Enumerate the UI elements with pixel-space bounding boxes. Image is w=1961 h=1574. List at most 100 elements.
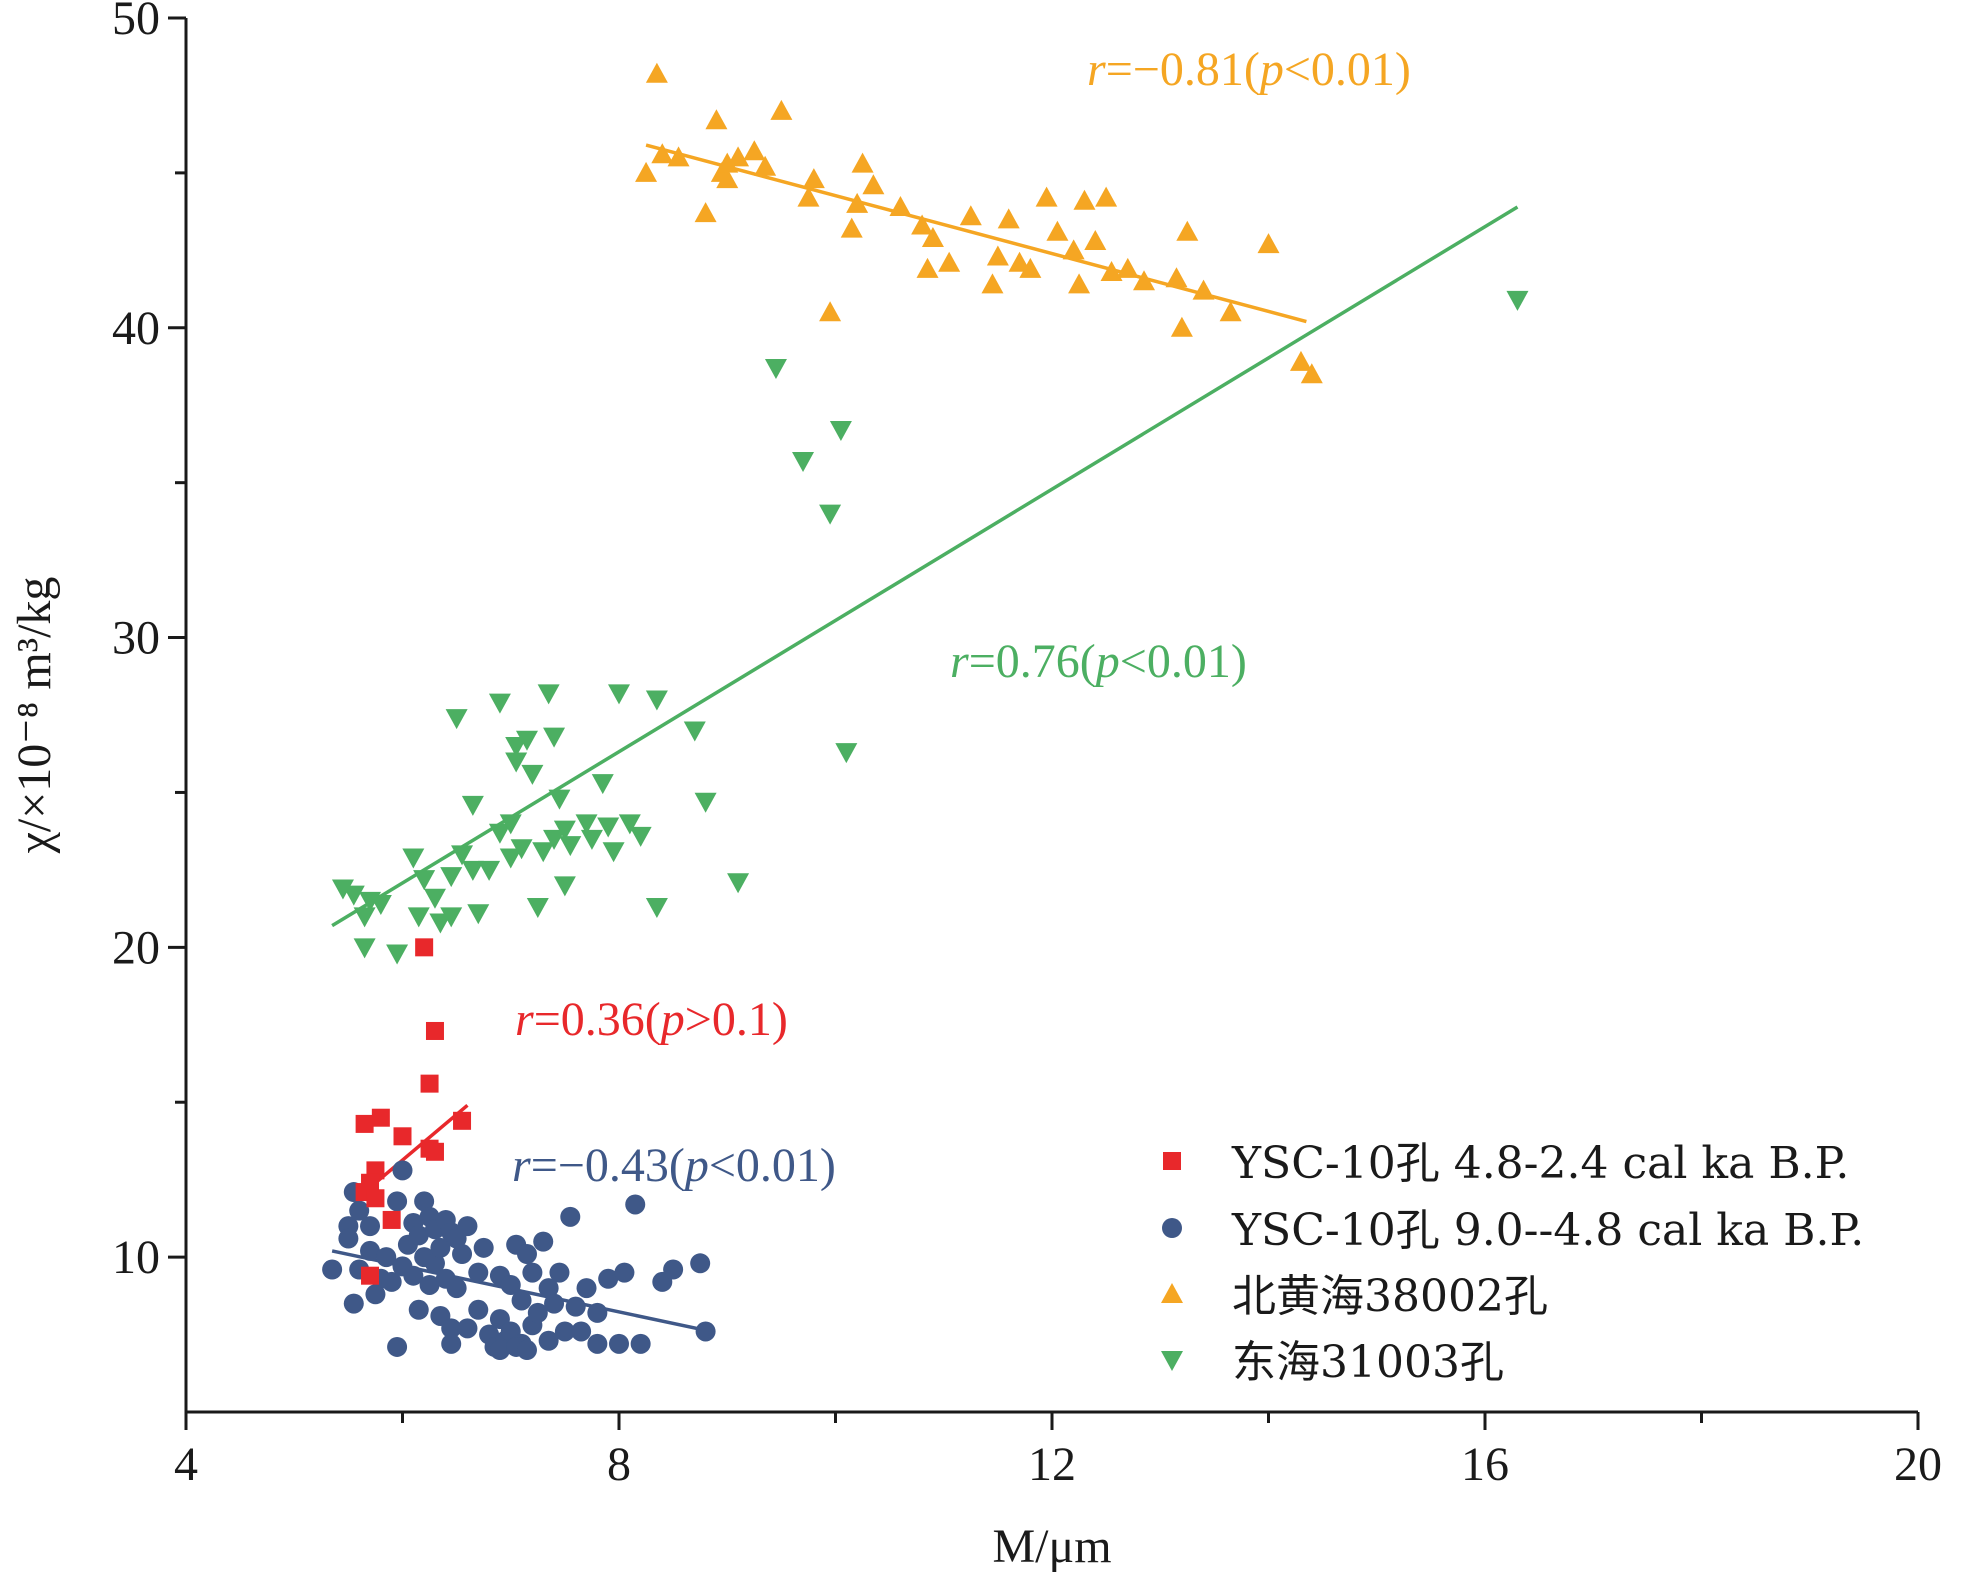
y-tick-label: 10 [112, 1231, 160, 1284]
legend-item: YSC-10孔 4.8-2.4 cal ka B.P. [1163, 1138, 1849, 1189]
data-point [959, 205, 982, 226]
data-point [538, 1330, 559, 1351]
legend-item: 东海31003孔 [1161, 1337, 1504, 1388]
annotation-value: =0.76( [969, 635, 1096, 688]
legend-label: YSC-10孔 4.8-2.4 cal ka B.P. [1231, 1138, 1849, 1189]
data-point [663, 1259, 684, 1280]
data-point [376, 1247, 397, 1268]
data-point [355, 1114, 374, 1133]
data-point [544, 1293, 565, 1314]
data-point [499, 814, 522, 835]
data-point [331, 879, 354, 900]
data-point [819, 504, 842, 525]
data-point [1219, 301, 1242, 322]
data-point [500, 1274, 521, 1295]
data-point [392, 1160, 413, 1181]
data-point [1008, 251, 1031, 272]
data-point [889, 195, 912, 216]
correlation-annotations: r=0.36(p>0.1)r=−0.43(p<0.01)r=−0.81(p<0.… [512, 43, 1411, 1192]
data-point [338, 1228, 359, 1249]
annotation-r: r [512, 1139, 531, 1192]
annotation-p: p [658, 993, 685, 1046]
data-point [538, 1278, 559, 1299]
correlation-annotation: r=0.36(p>0.1) [515, 993, 788, 1046]
data-point [571, 1321, 592, 1342]
data-point [425, 1021, 444, 1040]
data-point [527, 1302, 548, 1323]
data-point [440, 907, 463, 928]
data-point [716, 168, 739, 189]
data-point [840, 217, 863, 238]
data-point [802, 168, 825, 189]
data-point [625, 1194, 646, 1215]
data-point [797, 186, 820, 207]
data-point [516, 1244, 537, 1265]
data-point [342, 885, 365, 906]
data-point [1084, 230, 1107, 251]
legend-label: 东海31003孔 [1232, 1337, 1504, 1388]
axes: 4 8 12 16 20 10 20 30 40 50 M/μm χ/×10⁻⁸ m³/kg [8, 0, 1942, 1573]
data-point [705, 109, 728, 130]
data-point [549, 1262, 570, 1283]
annotation-p: p [1257, 43, 1284, 96]
data-point [1035, 186, 1058, 207]
annotation-significance: <0.01) [1284, 43, 1411, 96]
data-point [1170, 316, 1193, 337]
annotation-value: =0.36( [534, 993, 661, 1046]
data-point [457, 1318, 478, 1339]
data-point [419, 1274, 440, 1295]
series-circle-points [322, 1160, 716, 1361]
data-point [1062, 239, 1085, 260]
legend-item: YSC-10孔 9.0--4.8 cal ka B.P. [1162, 1205, 1864, 1256]
data-point [667, 146, 690, 167]
y-tick-label: 30 [112, 612, 160, 665]
data-point [473, 1237, 494, 1258]
data-point [986, 245, 1009, 266]
data-point [553, 876, 576, 897]
x-tick-label: 4 [174, 1438, 198, 1491]
data-point [1506, 290, 1529, 311]
data-point [423, 888, 446, 909]
data-point [1165, 267, 1188, 288]
data-point [981, 273, 1004, 294]
data-point [1019, 257, 1042, 278]
data-point [349, 1200, 370, 1221]
data-point [468, 1299, 489, 1320]
data-point [597, 817, 620, 838]
data-point [587, 1333, 608, 1354]
data-point [1116, 257, 1139, 278]
data-point [1046, 220, 1069, 241]
data-point [792, 451, 815, 472]
x-tick-label: 12 [1028, 1438, 1076, 1491]
data-point [1176, 220, 1199, 241]
data-point [754, 155, 777, 176]
data-point [457, 1216, 478, 1237]
y-tick-label: 50 [112, 0, 160, 45]
data-point [911, 214, 934, 235]
data-point [651, 143, 674, 164]
data-point [403, 1265, 424, 1286]
data-point [371, 1108, 390, 1127]
legend-label: 北黄海38002孔 [1232, 1271, 1548, 1322]
data-point [727, 873, 750, 894]
data-point [414, 1191, 435, 1212]
data-point [645, 62, 668, 83]
data-point [543, 727, 566, 748]
data-point [381, 1271, 402, 1292]
data-point [716, 152, 739, 173]
data-point [614, 1262, 635, 1283]
data-point [360, 1240, 381, 1261]
data-point [365, 1284, 386, 1305]
data-point [453, 1111, 472, 1130]
data-point [727, 146, 750, 167]
data-point [629, 826, 652, 847]
data-point [548, 789, 571, 810]
data-point [1133, 270, 1156, 291]
data-point [478, 860, 501, 881]
data-point [591, 774, 614, 795]
data-point [461, 795, 484, 816]
annotation-r: r [950, 635, 969, 688]
data-point [393, 1127, 412, 1146]
legend-item: 北黄海38002孔 [1161, 1271, 1548, 1322]
